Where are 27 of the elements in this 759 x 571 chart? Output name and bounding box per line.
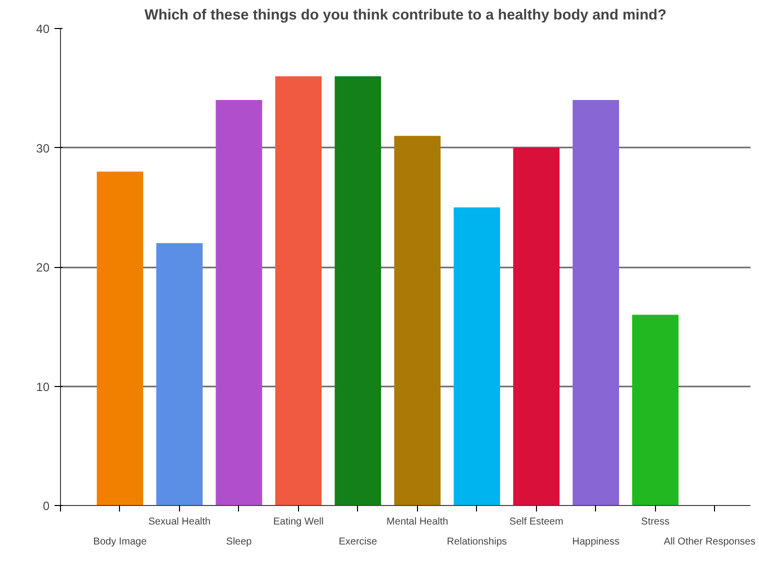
bar (275, 76, 322, 506)
y-tick-label: 0 (42, 499, 50, 513)
bar (454, 207, 500, 506)
bar (394, 136, 441, 506)
x-tick-label: All Other Responses (664, 536, 756, 548)
chart-title: Which of these things do you think contribute to a healthy body and mind? (144, 8, 667, 24)
x-tick-label: Exercise (338, 536, 378, 548)
bar (156, 243, 203, 506)
y-tick-label: 40 (36, 22, 50, 36)
x-tick-label: Happiness (572, 536, 620, 548)
x-tick-label: Stress (641, 516, 670, 528)
x-tick-label: Relationships (446, 536, 507, 548)
y-tick-label: 10 (36, 380, 50, 394)
bar (513, 148, 560, 506)
x-tick-label: Self Esteem (509, 516, 564, 528)
x-tick-label: Body Image (93, 536, 148, 548)
y-tick-label: 20 (36, 260, 50, 274)
bar (96, 172, 144, 506)
x-tick-label: Sleep (226, 536, 252, 548)
bar (572, 100, 620, 506)
x-tick-label: Eating Well (273, 516, 324, 528)
x-tick-label: Sexual Health (148, 516, 211, 528)
bar (632, 314, 679, 506)
y-tick-label: 30 (36, 141, 50, 156)
bar (216, 100, 262, 506)
x-tick-label: Mental Health (386, 516, 448, 528)
bar (334, 76, 382, 506)
